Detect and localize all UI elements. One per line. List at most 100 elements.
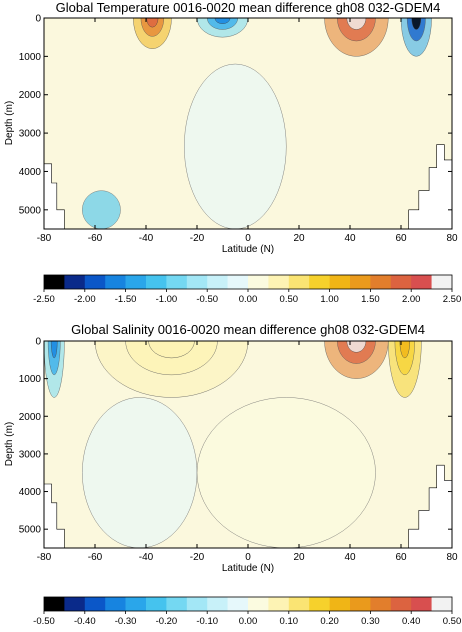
colorbar-swatch — [44, 275, 65, 289]
x-tick-label: 0 — [245, 552, 251, 563]
colorbar-tick-label: -0.30 — [115, 616, 137, 627]
colorbar-tick-label: 0.30 — [361, 616, 380, 627]
y-tick-label: 5000 — [19, 205, 42, 216]
colorbar-swatch — [390, 597, 412, 611]
temperature-panel: Global Temperature 0016-0020 mean differ… — [4, 0, 461, 305]
x-tick-label: 80 — [446, 233, 458, 244]
salinity-title: Global Salinity 0016-0020 mean differenc… — [71, 322, 425, 337]
colorbar-swatch — [44, 597, 65, 611]
temperature-y-label: Depth (m) — [4, 101, 15, 145]
salinity-panel: Global Salinity 0016-0020 mean differenc… — [4, 322, 462, 627]
colorbar-swatch — [329, 275, 351, 289]
x-tick-label: -80 — [37, 552, 52, 563]
colorbar-tick-label: -0.50 — [33, 616, 55, 627]
colorbar-tick-label: -0.40 — [74, 616, 96, 627]
temperature-x-label: Latitude (N) — [222, 244, 274, 255]
y-tick-label: 5000 — [19, 525, 42, 536]
y-tick-label: 0 — [35, 337, 41, 348]
temperature-colorbar: -2.50 -2.00 -1.50 -1.00 -0.50 0.00 0.50 1.00 1.5… — [33, 274, 461, 305]
colorbar-swatch — [227, 597, 249, 611]
colorbar-tick-label: -1.50 — [115, 294, 137, 305]
x-tick-label: 40 — [344, 233, 356, 244]
colorbar-tick-label: 0.20 — [320, 616, 339, 627]
y-tick-label: 0 — [35, 14, 41, 25]
colorbar-swatch — [350, 275, 371, 289]
x-tick-label: -20 — [190, 233, 205, 244]
y-tick-label: 4000 — [19, 487, 42, 498]
colorbar-swatch — [186, 597, 208, 611]
colorbar-tick-label: 0.00 — [239, 294, 258, 305]
x-tick-label: 20 — [293, 233, 305, 244]
x-tick-label: 0 — [245, 233, 251, 244]
colorbar-swatch — [411, 597, 432, 611]
colorbar-swatch — [350, 597, 371, 611]
colorbar-swatch — [288, 275, 310, 289]
colorbar-swatch — [166, 597, 188, 611]
colorbar-swatch — [125, 597, 147, 611]
temperature-title: Global Temperature 0016-0020 mean differ… — [56, 0, 441, 15]
contour-feature-peak — [411, 18, 422, 30]
colorbar-swatch — [64, 275, 86, 289]
y-tick-label: 1000 — [19, 52, 42, 63]
y-tick-label: 3000 — [19, 129, 42, 140]
x-tick-label: 60 — [395, 552, 407, 563]
colorbar-swatch — [248, 597, 269, 611]
x-tick-label: -20 — [190, 552, 205, 563]
x-tick-label: 20 — [293, 552, 305, 563]
salinity-y-label: Depth (m) — [4, 422, 15, 466]
colorbar-swatch — [411, 275, 432, 289]
colorbar-tick-label: 0.00 — [239, 616, 258, 627]
colorbar-swatch — [84, 275, 106, 289]
temperature-x-ticks: -80 -60 -40 -20 0 20 40 60 80 — [37, 18, 458, 244]
temperature-contour-field — [44, 18, 452, 229]
y-tick-label: 1000 — [19, 374, 42, 385]
colorbar-swatch — [125, 275, 147, 289]
y-tick-label: 2000 — [19, 90, 42, 101]
x-tick-label: 60 — [395, 233, 407, 244]
colorbar-tick-label: 0.50 — [443, 616, 462, 627]
colorbar-tick-label: 0.10 — [280, 616, 299, 627]
contour-feature — [82, 397, 198, 548]
temperature-y-ticks: 0 1000 2000 3000 4000 5000 — [19, 14, 452, 216]
colorbar-swatch — [207, 275, 228, 289]
salinity-contour-field — [44, 341, 452, 548]
colorbar-swatch — [248, 275, 269, 289]
colorbar-tick-label: 2.00 — [402, 294, 421, 305]
y-tick-label: 4000 — [19, 167, 42, 178]
colorbar-swatch — [186, 275, 208, 289]
y-tick-label: 2000 — [19, 412, 42, 423]
colorbar-tick-label: -2.50 — [33, 294, 55, 305]
contour-feature-peak — [146, 18, 159, 28]
colorbar-tick-label: 0.50 — [280, 294, 299, 305]
colorbar-swatch — [309, 597, 330, 611]
salinity-x-label: Latitude (N) — [222, 563, 274, 574]
x-tick-label: 80 — [446, 552, 458, 563]
x-tick-label: -60 — [88, 233, 103, 244]
colorbar-swatch — [370, 597, 392, 611]
colorbar-tick-label: 0.40 — [402, 616, 421, 627]
salinity-x-ticks: -80 -60 -40 -20 0 20 40 60 80 — [37, 341, 458, 563]
seafloor-mask — [408, 144, 452, 229]
contour-feature-peak — [148, 341, 195, 359]
colorbar-swatch — [207, 597, 228, 611]
colorbar-swatch — [268, 597, 290, 611]
colorbar-swatch — [390, 275, 412, 289]
colorbar-swatch — [431, 597, 453, 611]
colorbar-swatch — [146, 275, 167, 289]
seafloor-mask — [44, 483, 65, 548]
colorbar-tick-label: -0.50 — [196, 294, 218, 305]
colorbar-swatch — [84, 597, 106, 611]
contour-feature — [196, 397, 376, 548]
colorbar-tick-label: -1.00 — [156, 294, 178, 305]
y-tick-label: 3000 — [19, 449, 42, 460]
colorbar-swatch — [146, 597, 167, 611]
contour-feature — [82, 190, 121, 229]
contour-feature — [184, 63, 287, 229]
colorbar-swatch — [105, 597, 126, 611]
salinity-colorbar: -0.50 -0.40 -0.30 -0.20 -0.10 0.00 0.10 0.20 0.3… — [33, 596, 462, 627]
colorbar-swatch — [329, 597, 351, 611]
x-tick-label: -80 — [37, 233, 52, 244]
contour-feature-peak — [214, 18, 231, 24]
